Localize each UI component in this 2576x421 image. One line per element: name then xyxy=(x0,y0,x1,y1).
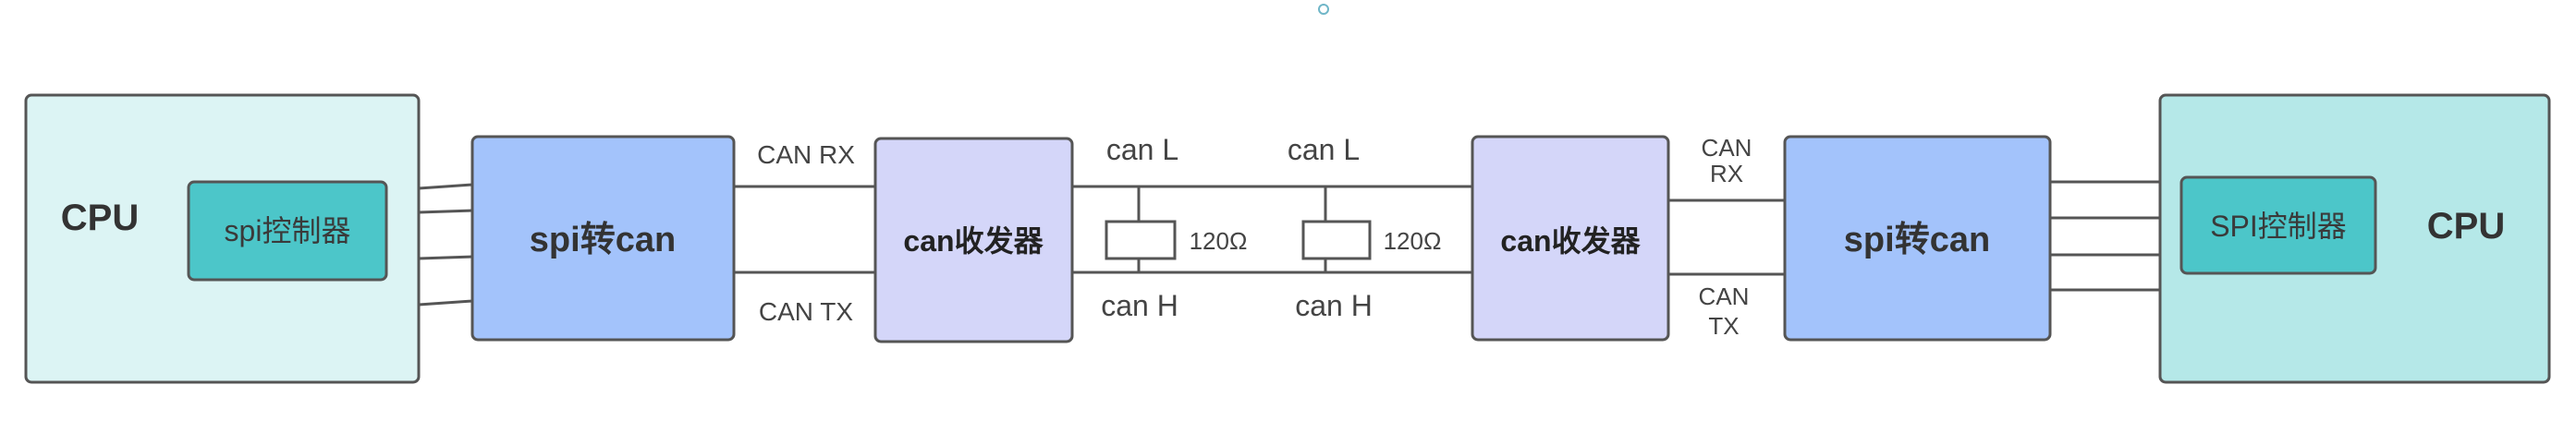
spi-can-label-left: spi转can xyxy=(530,221,676,259)
spi-can-bridge-right: spi转can xyxy=(1783,135,2052,342)
can-transceiver-label-left: can收发器 xyxy=(903,224,1044,258)
spi-lines-right xyxy=(2050,180,2160,292)
termination-resistor-left xyxy=(1105,186,1177,272)
cpu-block-left: CPU spi控制器 xyxy=(24,93,421,384)
cpu-title-right: CPU xyxy=(2427,206,2505,247)
can-l-label-right: can L xyxy=(1288,133,1360,166)
can-rx-label-right-1: CAN xyxy=(1702,134,1752,162)
can-h-label-left: can H xyxy=(1101,289,1178,322)
spi-can-label-right: spi转can xyxy=(1844,221,1990,259)
spi-controller-label-left: spi控制器 xyxy=(225,214,351,247)
spi-controller-label-right: SPI控制器 xyxy=(2210,210,2347,243)
resistor-value-left: 120Ω xyxy=(1190,227,1248,255)
cpu-title-left: CPU xyxy=(61,198,139,238)
can-rx-label-right-2: RX xyxy=(1710,160,1743,187)
spi-can-bridge-left: spi转can xyxy=(470,135,736,342)
can-transceiver-right: can收发器 xyxy=(1471,135,1670,342)
spi-lines-left xyxy=(418,183,473,307)
can-rx-label-left: CAN RX xyxy=(757,140,855,169)
resistor-value-right: 120Ω xyxy=(1384,227,1442,255)
can-h-label-right: can H xyxy=(1295,289,1373,322)
cpu-block-right: SPI控制器 CPU xyxy=(2158,93,2551,384)
can-l-label-left: can L xyxy=(1106,133,1178,166)
can-tx-label-right-2: TX xyxy=(1708,312,1739,340)
marker-dot xyxy=(1318,4,1329,15)
termination-resistor-right xyxy=(1301,186,1372,272)
can-tx-label-right-1: CAN xyxy=(1699,283,1750,310)
can-transceiver-label-right: can收发器 xyxy=(1500,224,1641,258)
can-transceiver-left: can收发器 xyxy=(873,137,1074,343)
can-tx-label-left: CAN TX xyxy=(759,297,853,326)
